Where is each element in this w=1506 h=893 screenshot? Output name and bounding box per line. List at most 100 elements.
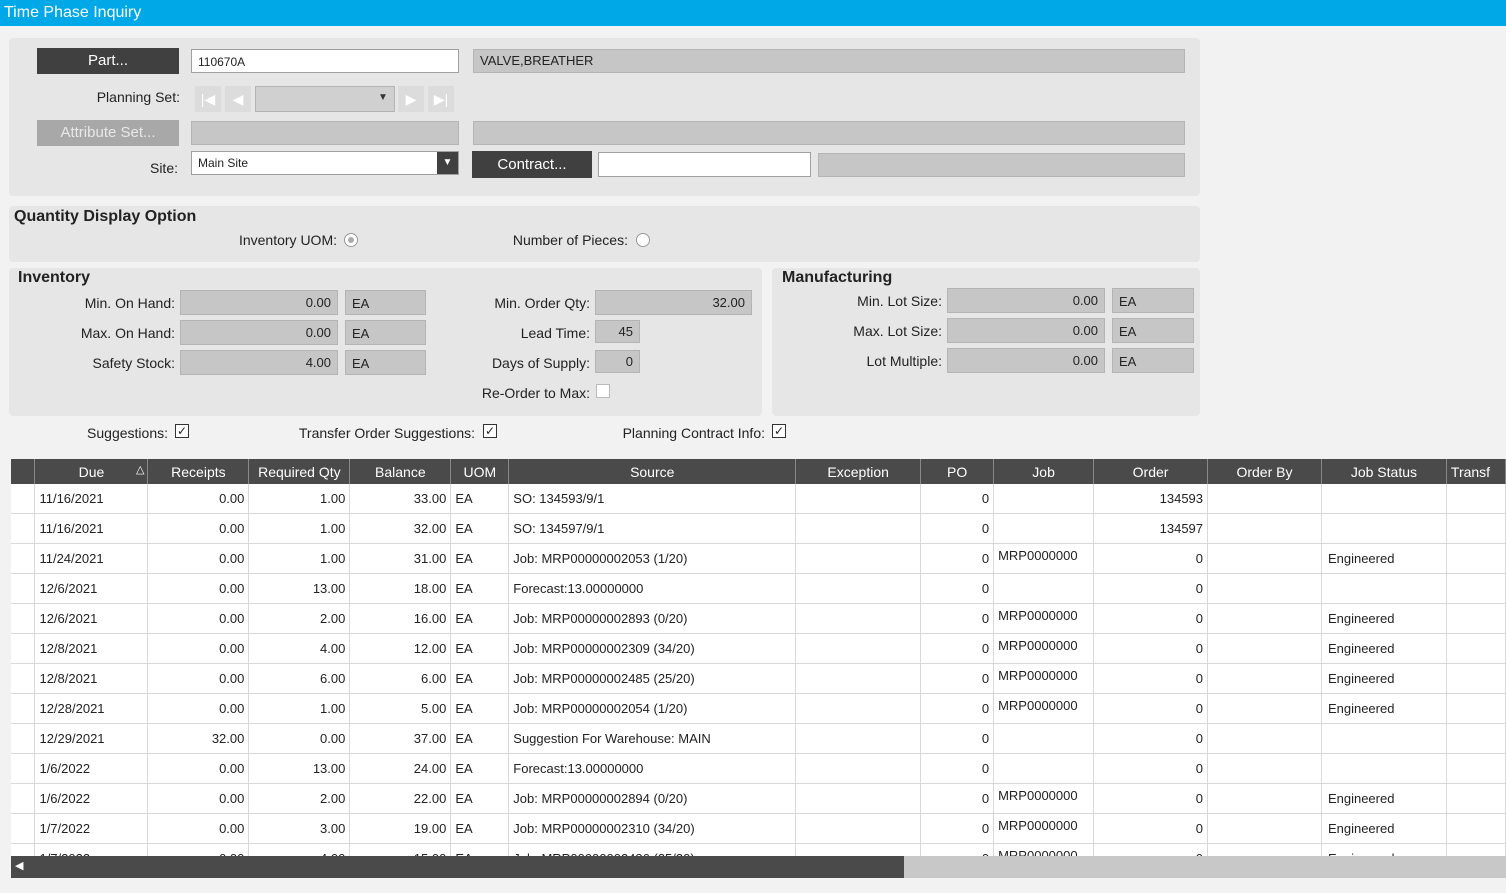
cell-source: Job: MRP00000002310 (34/20) xyxy=(508,813,797,844)
table-row[interactable]: 12/6/2021 0.00 2.00 16.00 EA Job: MRP00000002… xyxy=(11,603,1506,634)
cell-transfer xyxy=(1446,783,1506,814)
row-selector[interactable] xyxy=(11,663,36,694)
column-header-order[interactable]: Order xyxy=(1093,459,1209,484)
next-record-icon[interactable]: ▶ xyxy=(398,86,424,112)
number-of-pieces-radio[interactable] xyxy=(636,233,650,247)
cell-order-by xyxy=(1207,783,1322,814)
row-selector[interactable] xyxy=(11,693,36,724)
column-header-order-by[interactable]: Order By xyxy=(1207,459,1322,484)
column-header-job[interactable]: Job xyxy=(993,459,1095,484)
table-row[interactable]: 1/7/2022 0.00 3.00 19.00 EA Job: MRP000000023… xyxy=(11,813,1506,844)
table-row[interactable]: 12/28/2021 0.00 1.00 5.00 EA Job: MRP00000002… xyxy=(11,693,1506,724)
cell-receipts: 0.00 xyxy=(147,663,250,694)
cell-source: Job: MRP00000002486 (25/20) xyxy=(508,843,797,857)
checkmark-icon: ✓ xyxy=(484,424,496,438)
attribute-set-button[interactable]: Attribute Set... xyxy=(37,120,179,146)
part-button[interactable]: Part... xyxy=(37,48,179,74)
contract-input[interactable] xyxy=(598,152,811,177)
cell-source: SO: 134597/9/1 xyxy=(508,513,797,544)
row-selector[interactable] xyxy=(11,513,36,544)
column-header-po[interactable]: PO xyxy=(920,459,995,484)
cell-job: MRP0000000 xyxy=(993,693,1095,724)
first-record-icon[interactable]: |◀ xyxy=(195,86,221,112)
row-selector[interactable] xyxy=(11,753,36,784)
column-header-balance[interactable]: Balance xyxy=(349,459,452,484)
table-row[interactable]: 12/8/2021 0.00 6.00 6.00 EA Job: MRP000000024… xyxy=(11,663,1506,694)
cell-order-by xyxy=(1207,543,1322,574)
row-selector[interactable] xyxy=(11,573,36,604)
min-lot-size-uom: EA xyxy=(1112,288,1194,313)
cell-order: 134593 xyxy=(1093,484,1209,514)
row-selector[interactable] xyxy=(11,633,36,664)
cell-order-by xyxy=(1207,513,1322,544)
inventory-uom-radio[interactable] xyxy=(344,233,358,247)
table-row[interactable]: 1/6/2022 0.00 13.00 24.00 EA Forecast:13.0000… xyxy=(11,753,1506,784)
column-header-uom[interactable]: UOM xyxy=(450,459,510,484)
cell-job-status: Engineered xyxy=(1321,633,1447,664)
reorder-to-max-checkbox[interactable] xyxy=(596,384,610,398)
cell-order-by xyxy=(1207,813,1322,844)
column-header-receipts[interactable]: Receipts xyxy=(147,459,250,484)
cell-order-by xyxy=(1207,484,1322,514)
table-row[interactable]: 1/6/2022 0.00 2.00 22.00 EA Job: MRP000000028… xyxy=(11,783,1506,814)
site-dropdown-button[interactable]: ▼ xyxy=(437,152,458,174)
row-selector-header xyxy=(11,459,36,484)
time-phase-grid[interactable]: Due △ Receipts Required Qty Balance UOM S… xyxy=(11,459,1506,857)
cell-due: 12/8/2021 xyxy=(34,633,149,664)
cell-uom: EA xyxy=(450,573,510,604)
row-selector[interactable] xyxy=(11,603,36,634)
row-selector[interactable] xyxy=(11,543,36,574)
table-row[interactable]: 12/29/2021 32.00 0.00 37.00 EA Suggestion For… xyxy=(11,723,1506,754)
table-row[interactable]: 11/16/2021 0.00 1.00 32.00 EA SO: 134597/9/1 0… xyxy=(11,513,1506,544)
cell-exception xyxy=(795,633,922,664)
contract-button[interactable]: Contract... xyxy=(472,151,592,178)
column-header-transfer[interactable]: Transf xyxy=(1446,459,1506,484)
cell-exception xyxy=(795,663,922,694)
safety-stock-field: 4.00 xyxy=(180,350,338,375)
row-selector[interactable] xyxy=(11,813,36,844)
cell-exception xyxy=(795,484,922,514)
cell-receipts: 0.00 xyxy=(147,693,250,724)
arrow-left-icon[interactable]: ◀ xyxy=(15,860,24,872)
cell-receipts: 0.00 xyxy=(147,484,250,514)
column-header-job-status[interactable]: Job Status xyxy=(1321,459,1447,484)
previous-record-icon[interactable]: ◀ xyxy=(225,86,251,112)
cell-balance: 18.00 xyxy=(349,573,452,604)
horizontal-scrollbar[interactable]: ◀ xyxy=(11,856,1506,878)
table-row[interactable]: 12/8/2021 0.00 4.00 12.00 EA Job: MRP00000002… xyxy=(11,633,1506,664)
cell-transfer xyxy=(1446,753,1506,784)
row-selector[interactable] xyxy=(11,484,36,514)
suggestions-checkbox[interactable]: ✓ xyxy=(175,424,189,438)
table-row[interactable]: 11/24/2021 0.00 1.00 31.00 EA Job: MRP0000000… xyxy=(11,543,1506,574)
lot-multiple-label: Lot Multiple: xyxy=(866,353,942,369)
site-select[interactable]: Main Site xyxy=(191,151,459,175)
cell-uom: EA xyxy=(450,663,510,694)
transfer-order-suggestions-checkbox[interactable]: ✓ xyxy=(483,424,497,438)
planning-set-dropdown[interactable] xyxy=(255,86,395,112)
column-header-exception[interactable]: Exception xyxy=(795,459,922,484)
column-header-required-qty[interactable]: Required Qty xyxy=(248,459,351,484)
cell-source: Job: MRP00000002485 (25/20) xyxy=(508,663,797,694)
last-record-icon[interactable]: ▶| xyxy=(428,86,454,112)
table-row[interactable]: 12/6/2021 0.00 13.00 18.00 EA Forecast:13.000… xyxy=(11,573,1506,604)
cell-job-status: Engineered xyxy=(1321,663,1447,694)
cell-due: 12/29/2021 xyxy=(34,723,149,754)
min-lot-size-field: 0.00 xyxy=(947,288,1105,313)
table-row[interactable]: 11/16/2021 0.00 1.00 33.00 EA SO: 134593/9/1 0… xyxy=(11,484,1506,514)
cell-required-qty: 2.00 xyxy=(248,603,351,634)
row-selector[interactable] xyxy=(11,783,36,814)
scrollbar-thumb[interactable] xyxy=(11,856,904,878)
cell-po: 0 xyxy=(920,693,995,724)
reorder-to-max-label: Re-Order to Max: xyxy=(481,385,590,401)
cell-job: MRP0000000 xyxy=(993,603,1095,634)
column-header-due[interactable]: Due △ xyxy=(34,459,149,484)
cell-receipts: 32.00 xyxy=(147,723,250,754)
cell-job: MRP0000000 xyxy=(993,843,1095,857)
column-header-source[interactable]: Source xyxy=(508,459,797,484)
row-selector[interactable] xyxy=(11,723,36,754)
row-selector[interactable] xyxy=(11,843,36,857)
part-number-input[interactable]: 110670A xyxy=(191,49,459,73)
cell-exception xyxy=(795,723,922,754)
planning-contract-info-checkbox[interactable]: ✓ xyxy=(772,424,786,438)
